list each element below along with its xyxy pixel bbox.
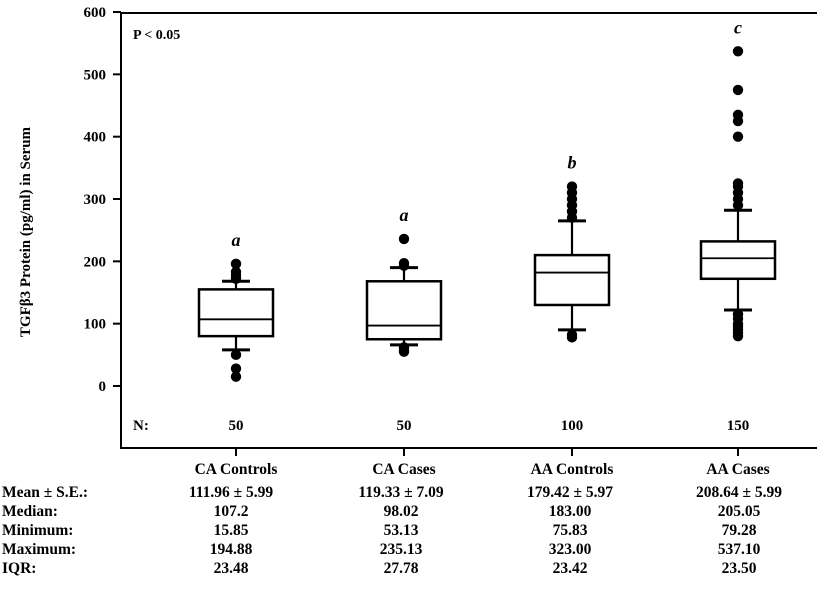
x-axis-ticks (235, 448, 739, 456)
n-value: 50 (229, 418, 244, 434)
stat-value: 205.05 (717, 503, 761, 520)
stat-value: 79.28 (721, 522, 757, 539)
stat-value: 194.88 (209, 541, 253, 558)
y-tick-label: 0 (99, 379, 107, 395)
x-axis-labels: CA Controls CA Cases AA Controls AA Cases (195, 461, 770, 478)
outlier-point (732, 109, 744, 121)
significance-letter: a (400, 205, 409, 225)
n-value: 100 (561, 418, 584, 434)
stat-value: 23.50 (721, 560, 757, 577)
iqr-box (365, 280, 443, 341)
iqr-box (699, 240, 777, 281)
box-group: a 50 (365, 205, 443, 434)
stat-value: 111.96 ± 5.99 (188, 484, 274, 501)
y-tick-label: 300 (84, 192, 107, 208)
stat-value: 23.42 (552, 560, 588, 577)
outlier-point (230, 258, 242, 270)
category-label: AA Controls (531, 461, 614, 478)
outlier-point (732, 46, 744, 57)
stat-value: 53.13 (383, 522, 419, 539)
n-value: 50 (397, 418, 412, 434)
category-label: CA Controls (195, 461, 278, 478)
outlier-point (230, 266, 242, 278)
iqr-box (197, 288, 275, 338)
stat-value: 119.33 ± 7.09 (358, 484, 444, 501)
outlier-point (732, 178, 744, 189)
stat-value: 183.00 (548, 503, 592, 520)
y-tick-label: 400 (84, 130, 107, 146)
stat-label: Mean ± S.E.: (2, 484, 89, 501)
outlier-point (398, 342, 410, 353)
box-group: a 50 (197, 230, 275, 434)
y-axis-ticks: 0 100 200 300 400 500 600 (84, 5, 121, 395)
box-series: a 50 a 50 b 100 c 150 (197, 17, 777, 434)
outlier-point (398, 258, 410, 269)
outlier-point (230, 371, 242, 382)
outlier-point (230, 363, 242, 374)
category-label: AA Cases (706, 461, 769, 478)
outlier-point (732, 131, 744, 142)
outlier-point (398, 233, 410, 245)
stat-row: IQR: 23.48 27.78 23.42 23.50 (0, 560, 817, 579)
outlier-point (566, 181, 578, 192)
stat-row: Maximum: 194.88 235.13 323.00 537.10 (0, 541, 817, 560)
stat-value: 27.78 (383, 560, 419, 577)
significance-letter: b (568, 153, 577, 173)
stat-label: Maximum: (2, 541, 77, 558)
stat-value: 107.2 (213, 503, 249, 520)
stat-value: 179.42 ± 5.97 (526, 484, 613, 501)
stat-value: 15.85 (213, 522, 249, 539)
y-tick-label: 500 (84, 67, 107, 83)
summary-statistics-table: Mean ± S.E.: 111.96 ± 5.99 119.33 ± 7.09 17… (0, 484, 817, 579)
stat-label: Minimum: (2, 522, 74, 539)
stat-label: Median: (2, 503, 58, 520)
y-tick-label: 100 (84, 317, 107, 333)
stat-value: 537.10 (717, 541, 761, 558)
y-axis-label: TGFβ3 Protein (pg/ml) in Serum (18, 126, 34, 337)
n-label: N: (133, 418, 149, 434)
significance-letter: c (734, 17, 742, 37)
stat-value: 235.13 (379, 541, 423, 558)
stat-value: 98.02 (383, 503, 419, 520)
stat-label: IQR: (2, 560, 37, 577)
stat-value: 323.00 (548, 541, 592, 558)
stat-value: 208.64 ± 5.99 (695, 484, 782, 501)
outlier-point (230, 349, 242, 361)
box-group: c 150 (699, 17, 777, 434)
stat-row: Minimum: 15.85 53.13 75.83 79.28 (0, 522, 817, 541)
significance-letter: a (232, 230, 241, 250)
outlier-point (732, 84, 744, 96)
y-tick-label: 600 (84, 5, 107, 21)
stat-value: 75.83 (552, 522, 588, 539)
significance-annotation: P < 0.05 (133, 28, 180, 43)
box-group: b 100 (533, 153, 611, 434)
outlier-point (732, 309, 744, 320)
stat-row: Median: 107.2 98.02 183.00 205.05 (0, 503, 817, 522)
plot-frame (120, 12, 817, 449)
iqr-box (533, 253, 611, 307)
stat-value: 23.48 (213, 560, 249, 577)
y-tick-label: 200 (84, 254, 107, 270)
outlier-point (566, 329, 578, 341)
category-label: CA Cases (372, 461, 435, 478)
stat-row: Mean ± S.E.: 111.96 ± 5.99 119.33 ± 7.09 17… (0, 484, 817, 503)
box-plot-chart: TGFβ3 Protein (pg/ml) in Serum P < 0.05 … (18, 5, 817, 478)
n-value: 150 (727, 418, 750, 434)
